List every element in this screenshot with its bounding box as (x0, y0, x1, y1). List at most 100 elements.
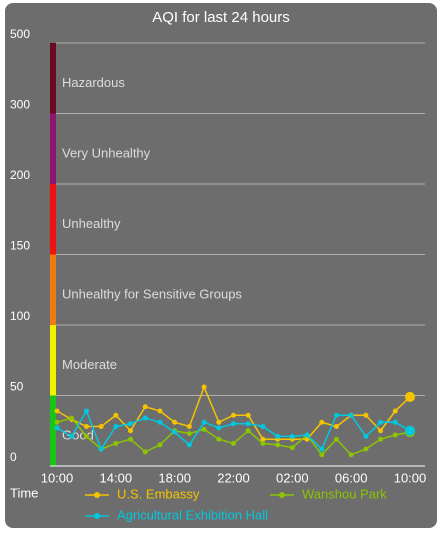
band-label: Unhealthy (62, 216, 121, 231)
aqi-band (50, 113, 56, 184)
point (54, 425, 60, 431)
point (157, 442, 163, 448)
point (275, 433, 281, 439)
y-tick-label: 100 (10, 309, 30, 323)
y-tick-label: 500 (10, 27, 30, 41)
point (98, 446, 104, 452)
x-tick-label: 22:00 (217, 470, 250, 485)
point (245, 412, 251, 418)
point (83, 408, 89, 414)
point (245, 421, 251, 427)
point (405, 391, 415, 402)
point (378, 428, 384, 434)
point (348, 412, 354, 418)
aqi-band (50, 395, 56, 466)
band-label: Unhealthy for Sensitive Groups (62, 286, 242, 301)
point (54, 408, 60, 414)
point (260, 436, 266, 442)
point (172, 429, 178, 435)
point (113, 412, 119, 418)
point (392, 419, 398, 425)
point (142, 404, 148, 410)
point (260, 440, 266, 446)
point (69, 433, 75, 439)
point (128, 421, 134, 427)
point (333, 412, 339, 418)
legend-label: Wanshou Park (302, 486, 387, 501)
point (304, 432, 310, 438)
point (363, 412, 369, 418)
point (142, 415, 148, 421)
legend-marker (94, 513, 100, 519)
point (378, 419, 384, 425)
legend-marker (279, 492, 285, 498)
y-tick-label: 150 (10, 239, 30, 253)
point (363, 446, 369, 452)
point (275, 442, 281, 448)
point (231, 440, 236, 446)
point (113, 440, 119, 446)
y-tick-label: 50 (10, 380, 24, 394)
x-tick-label: 06:00 (335, 470, 368, 485)
point (319, 419, 325, 425)
point (392, 408, 398, 414)
point (113, 424, 119, 430)
point (216, 419, 222, 425)
point (172, 419, 178, 425)
point (216, 436, 222, 442)
point (319, 452, 325, 458)
legend-marker (94, 492, 100, 498)
x-tick-label: 14:00 (100, 470, 133, 485)
point (128, 428, 134, 434)
point (289, 445, 295, 451)
point (304, 436, 310, 442)
panel (5, 3, 437, 528)
point (186, 424, 192, 430)
aqi-band (50, 184, 56, 255)
point (201, 426, 207, 432)
point (348, 452, 354, 458)
band-label: Moderate (62, 357, 117, 372)
chart-title: AQI for last 24 hours (152, 9, 290, 26)
point (245, 428, 251, 434)
point (378, 436, 384, 442)
point (69, 415, 75, 421)
x-axis-label: Time (10, 485, 38, 500)
band-label: Good (62, 427, 94, 442)
aqi-band (50, 43, 56, 114)
point (83, 433, 89, 439)
point (216, 425, 222, 431)
point (201, 419, 207, 425)
aqi-band (50, 254, 56, 325)
band-label: Hazardous (62, 75, 125, 90)
point (231, 421, 236, 427)
x-tick-label: 02:00 (276, 470, 309, 485)
point (260, 424, 266, 430)
y-tick-label: 200 (10, 168, 30, 182)
point (319, 446, 325, 452)
point (363, 433, 369, 439)
point (128, 436, 134, 442)
aqi-band (50, 325, 56, 396)
point (289, 433, 295, 439)
point (231, 412, 236, 418)
point (54, 419, 60, 425)
y-tick-label: 0 (10, 450, 17, 464)
point (142, 449, 148, 455)
point (157, 419, 163, 425)
x-tick-label: 18:00 (158, 470, 191, 485)
legend-label: Agricultural Exhibition Hall (117, 507, 268, 522)
band-label: Very Unhealthy (62, 145, 151, 160)
y-tick-label: 300 (10, 98, 30, 112)
point (98, 424, 104, 430)
point (186, 442, 192, 448)
point (333, 436, 339, 442)
x-tick-label: 10:00 (41, 470, 74, 485)
point (333, 424, 339, 430)
point (186, 431, 192, 437)
point (405, 425, 415, 436)
point (83, 424, 89, 430)
point (392, 432, 398, 438)
point (201, 384, 207, 390)
